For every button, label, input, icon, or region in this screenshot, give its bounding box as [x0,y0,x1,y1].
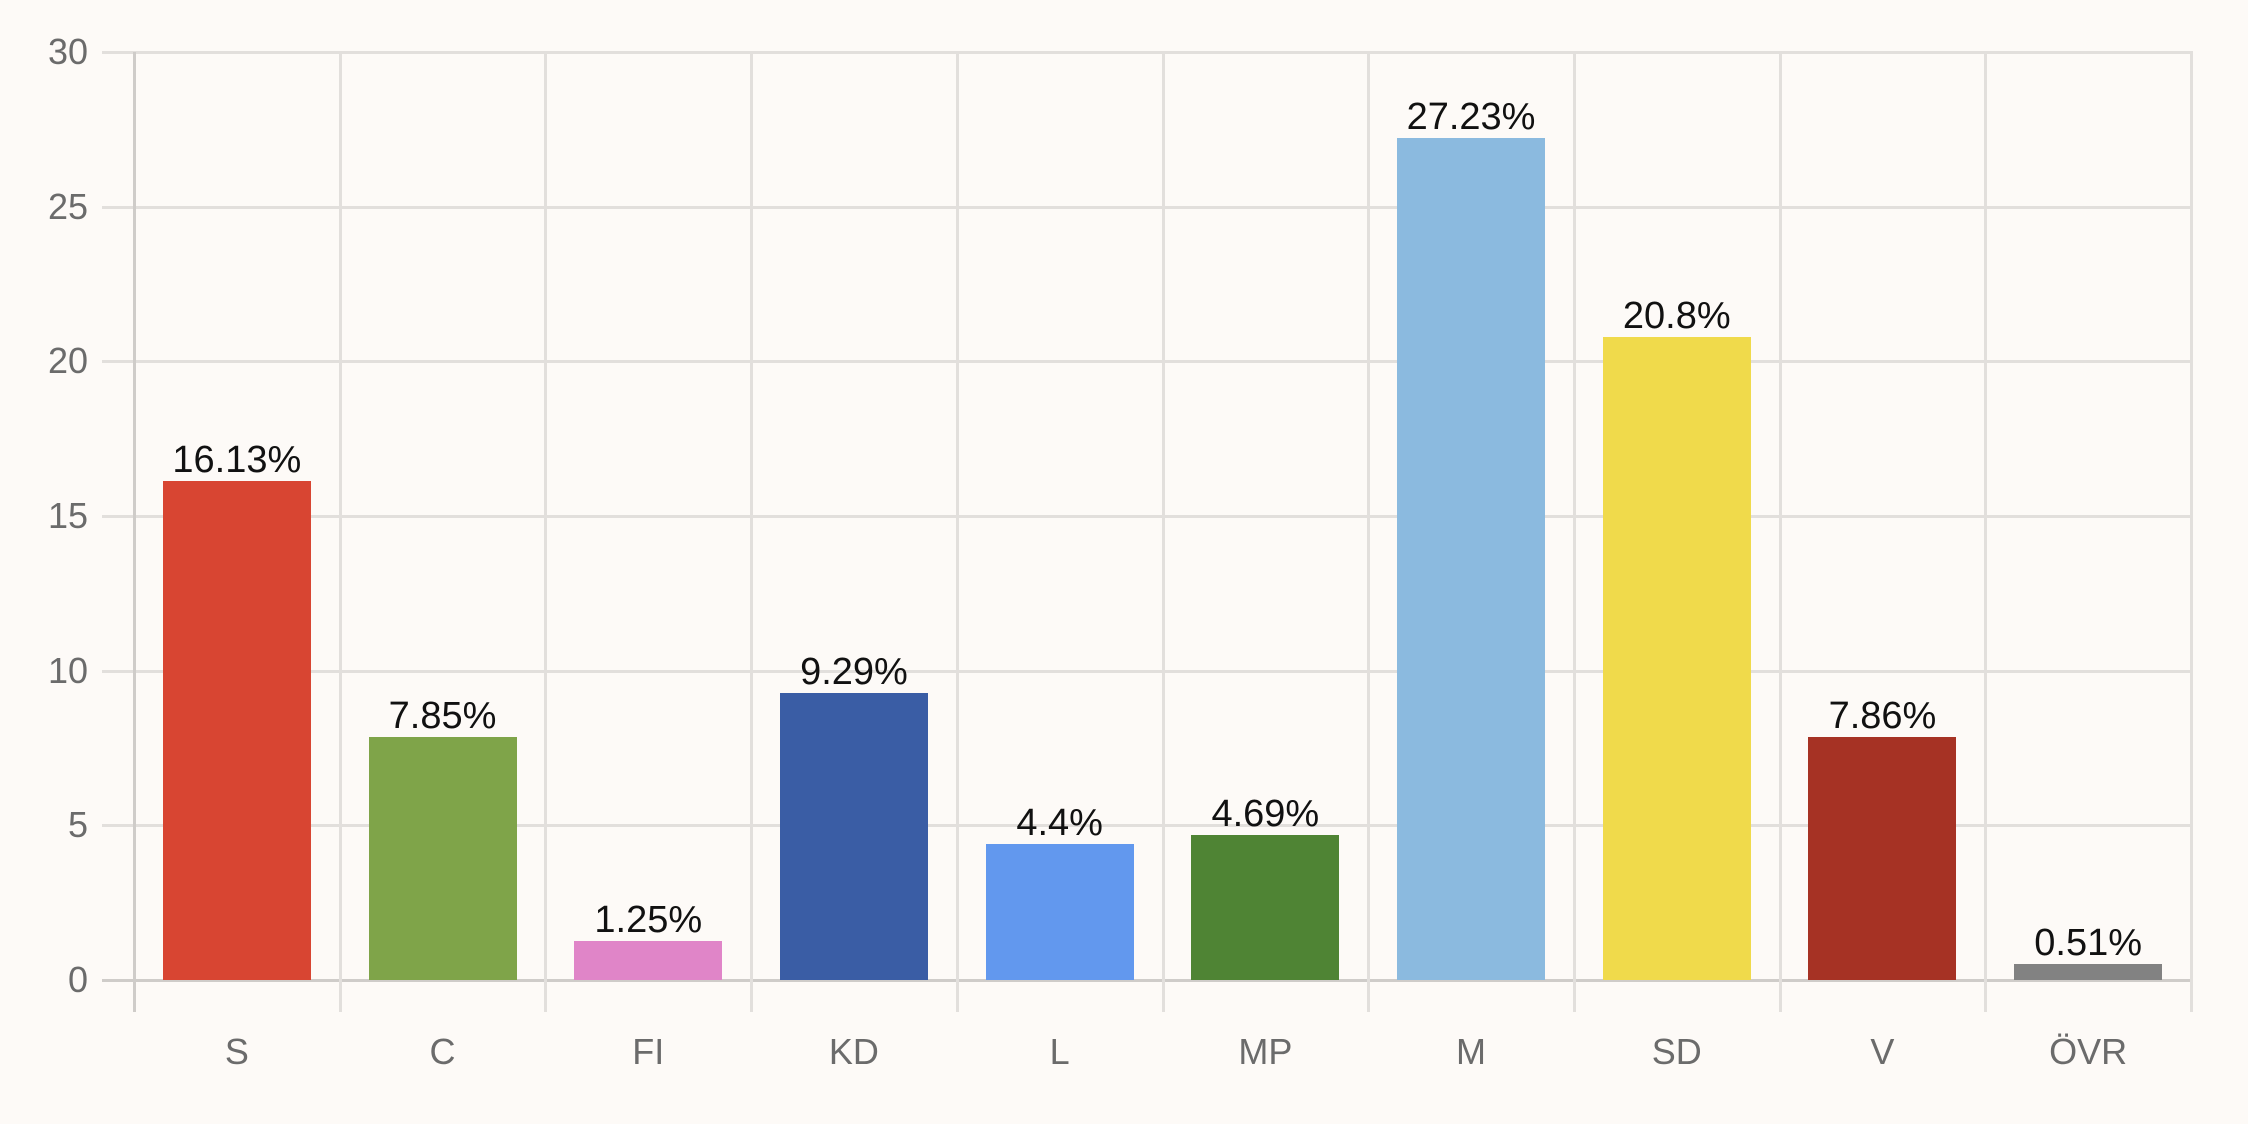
y-tick-label: 25 [47,185,88,227]
data-label: 16.13% [172,439,302,482]
x-axis-line [102,979,2193,982]
h-gridline [102,515,2193,518]
y-tick-label: 20 [47,340,88,382]
bar-m [1397,137,1546,980]
v-gridline [955,52,959,1012]
data-label: 20.8% [1622,294,1731,337]
h-gridline [102,51,2193,54]
x-tick-label: SD [1651,1031,1702,1072]
y-tick-label: 0 [67,959,88,1000]
v-gridline [1778,52,1782,1012]
bar-v [1808,736,1957,980]
x-tick-label: V [1870,1031,1895,1072]
y-tick-label: 30 [47,31,88,72]
v-gridline [1984,52,1988,1012]
data-label: 1.25% [594,899,703,942]
data-label: 7.86% [1828,694,1937,737]
y-tick-label: 10 [47,649,88,691]
y-tick-label: 15 [47,495,88,536]
v-gridline [544,52,548,1012]
bar-kd [779,692,928,980]
bar-l [985,843,1134,980]
x-tick-label: M [1456,1031,1487,1072]
bar-c [368,737,517,980]
v-gridline [1161,52,1165,1012]
bar-s [162,481,311,980]
bar-fi [574,941,723,980]
h-gridline [102,205,2193,209]
h-gridline [102,824,2193,828]
x-tick-label: C [429,1031,456,1072]
v-gridline [1367,52,1371,1012]
y-tick-label: 5 [67,804,88,846]
h-gridline [102,669,2193,673]
v-gridline [2190,52,2193,1012]
x-tick-label: S [224,1031,249,1072]
data-label: 9.29% [800,650,908,693]
x-tick-label: KD [828,1031,879,1072]
y-axis-line [133,52,136,1012]
bar-sd [1602,336,1751,980]
v-gridline [338,52,342,1012]
x-tick-label: FI [632,1031,665,1072]
data-label: 7.85% [388,695,497,738]
v-gridline [750,52,754,1012]
data-label: 4.69% [1211,792,1320,835]
x-tick-label: MP [1238,1031,1293,1072]
x-tick-label: ÖVR [2049,1031,2128,1072]
x-tick-label: L [1049,1031,1070,1072]
h-gridline [102,360,2193,364]
bar-övr [2014,964,2163,980]
data-label: 4.4% [1016,801,1103,844]
data-label: 27.23% [1406,95,1536,138]
bar-mp [1191,834,1340,980]
data-label: 0.51% [2034,922,2143,965]
v-gridline [1572,52,1576,1012]
